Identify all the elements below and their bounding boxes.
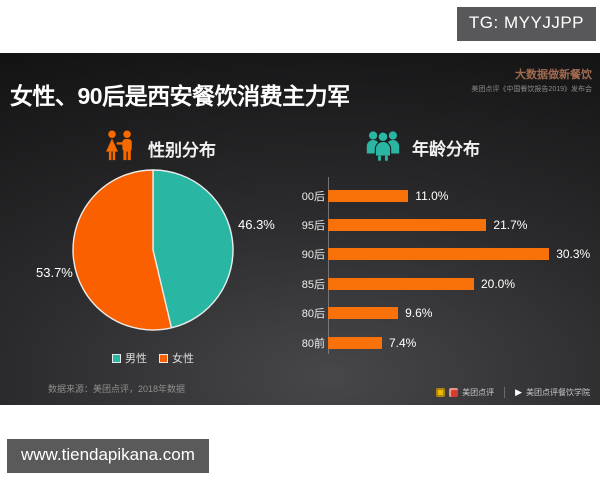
gender-section-header: 性别分布 [103, 130, 216, 167]
legend-item-女性: 女性 [159, 350, 194, 366]
bar-row-80后: 80后 9.6% [290, 299, 590, 328]
legend-label: 男性 [125, 353, 147, 365]
bar-row-95后: 95后 21.7% [290, 210, 590, 239]
corner-branding: 大数据做新餐饮 美团点评《中国餐饮报告2019》发布会 [471, 66, 592, 94]
bar-rect [328, 336, 382, 349]
age-bar-chart: 00后 11.0% 95后 21.7% 90后 30.3% 85后 20.0% 80后 9.6% 8… [290, 181, 590, 357]
legend-label: 女性 [172, 353, 194, 365]
bar-row-85后: 85后 20.0% [290, 269, 590, 298]
meituan-logo-icon [436, 388, 446, 397]
dianping-logo-icon [449, 388, 459, 397]
bar-category-label: 90后 [301, 249, 325, 262]
bar-value-label: 7.4% [389, 335, 417, 350]
bar-row-00后: 00后 11.0% [290, 181, 590, 210]
legend-swatch [112, 353, 121, 363]
bar-rect [328, 307, 399, 320]
pie-label-female: 53.7% [36, 265, 73, 280]
age-section-title: 年龄分布 [412, 139, 480, 159]
bar-value-label: 20.0% [481, 276, 516, 291]
corner-subtitle: 美团点评《中国餐饮报告2019》发布会 [471, 86, 592, 93]
bar-rect [328, 277, 474, 290]
pie-slice-女性 [72, 169, 173, 331]
page-title: 女性、90后是西安餐饮消费主力军 [10, 83, 350, 109]
bar-category-label: 80前 [301, 337, 325, 350]
bar-rect [328, 189, 409, 202]
bar-row-80前: 80前 7.4% [290, 328, 590, 357]
play-icon: ▶ [515, 387, 522, 397]
bar-rect [328, 248, 550, 261]
legend-swatch [159, 353, 168, 363]
couple-icon [103, 130, 137, 167]
corner-tagline: 大数据做新餐饮 [515, 69, 592, 81]
bar-category-label: 95后 [301, 220, 325, 233]
watermark-url-badge: www.tiendapikana.com [7, 439, 209, 473]
meituan-brand-text: 美团点评 [462, 388, 495, 397]
watermark-telegram-badge: TG: MYYJJPP [456, 7, 596, 41]
bar-value-label: 11.0% [415, 188, 449, 203]
footer-divider [504, 387, 506, 398]
bar-category-label: 85后 [301, 278, 325, 291]
infographic-slide: 女性、90后是西安餐饮消费主力军 大数据做新餐饮 美团点评《中国餐饮报告2019… [0, 53, 600, 405]
bar-category-label: 80后 [301, 308, 325, 321]
bar-category-label: 00后 [301, 190, 325, 203]
footer-logos: 美团点评 ▶ 美团点评餐饮学院 [436, 387, 590, 398]
age-section-header: 年龄分布 [365, 128, 480, 166]
gender-pie-chart [70, 167, 236, 333]
bar-chart-axis [328, 177, 329, 354]
pie-legend: 男性 女性 [60, 350, 246, 366]
people-group-icon [365, 128, 401, 166]
bar-rect [328, 219, 487, 232]
legend-item-男性: 男性 [112, 350, 147, 366]
academy-brand-text: 美团点评餐饮学院 [526, 388, 590, 397]
bar-row-90后: 90后 30.3% [290, 240, 590, 269]
gender-section-title: 性别分布 [148, 141, 216, 160]
pie-label-male: 46.3% [238, 217, 275, 232]
bar-value-label: 9.6% [405, 306, 433, 321]
bar-value-label: 21.7% [493, 218, 528, 233]
bar-value-label: 30.3% [556, 247, 591, 262]
pie-slice-男性 [152, 169, 234, 329]
source-note: 数据来源：美团点评，2018年数据 [48, 384, 186, 394]
